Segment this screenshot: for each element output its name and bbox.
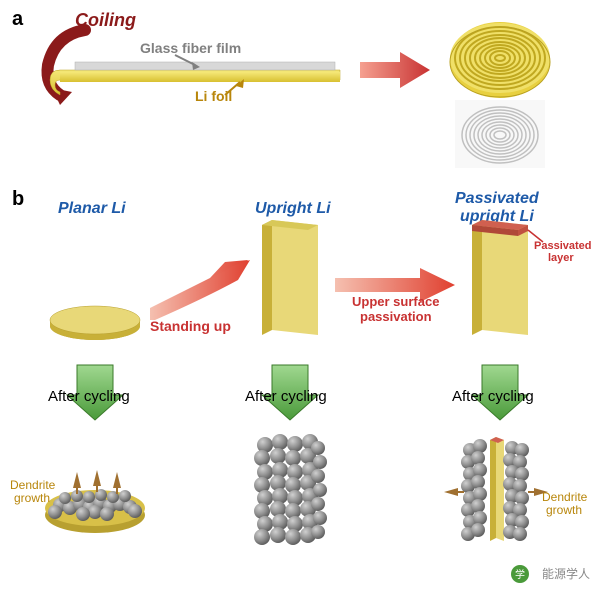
dendrite-growth-2b: growth [546,503,582,517]
glass-fiber-label: Glass fiber film [140,40,241,56]
passivation-label2: passivation [360,309,432,324]
dendrite-growth-1b: growth [14,491,50,505]
dendrite-growth-2a: Dendrite [542,490,587,504]
passivated-layer-label1: Passivated [534,240,591,252]
after-cycling-1b: After cycling [48,388,130,405]
standing-up-label: Standing up [150,318,231,334]
dendrite-growth-1a: Dendrite [10,478,55,492]
after-cycling-3: After cycling [452,388,534,405]
passivation-label1: Upper surface [352,294,439,309]
coiling-label: Coiling [75,10,136,31]
watermark-text: 能源学人 [542,565,590,582]
after-cycling-2: After cycling [245,388,327,405]
watermark-icon: 学 [510,564,530,584]
li-foil-label: Li foil [195,88,232,104]
svg-text:学: 学 [515,568,525,581]
passivated-layer-label2: layer [548,252,574,264]
